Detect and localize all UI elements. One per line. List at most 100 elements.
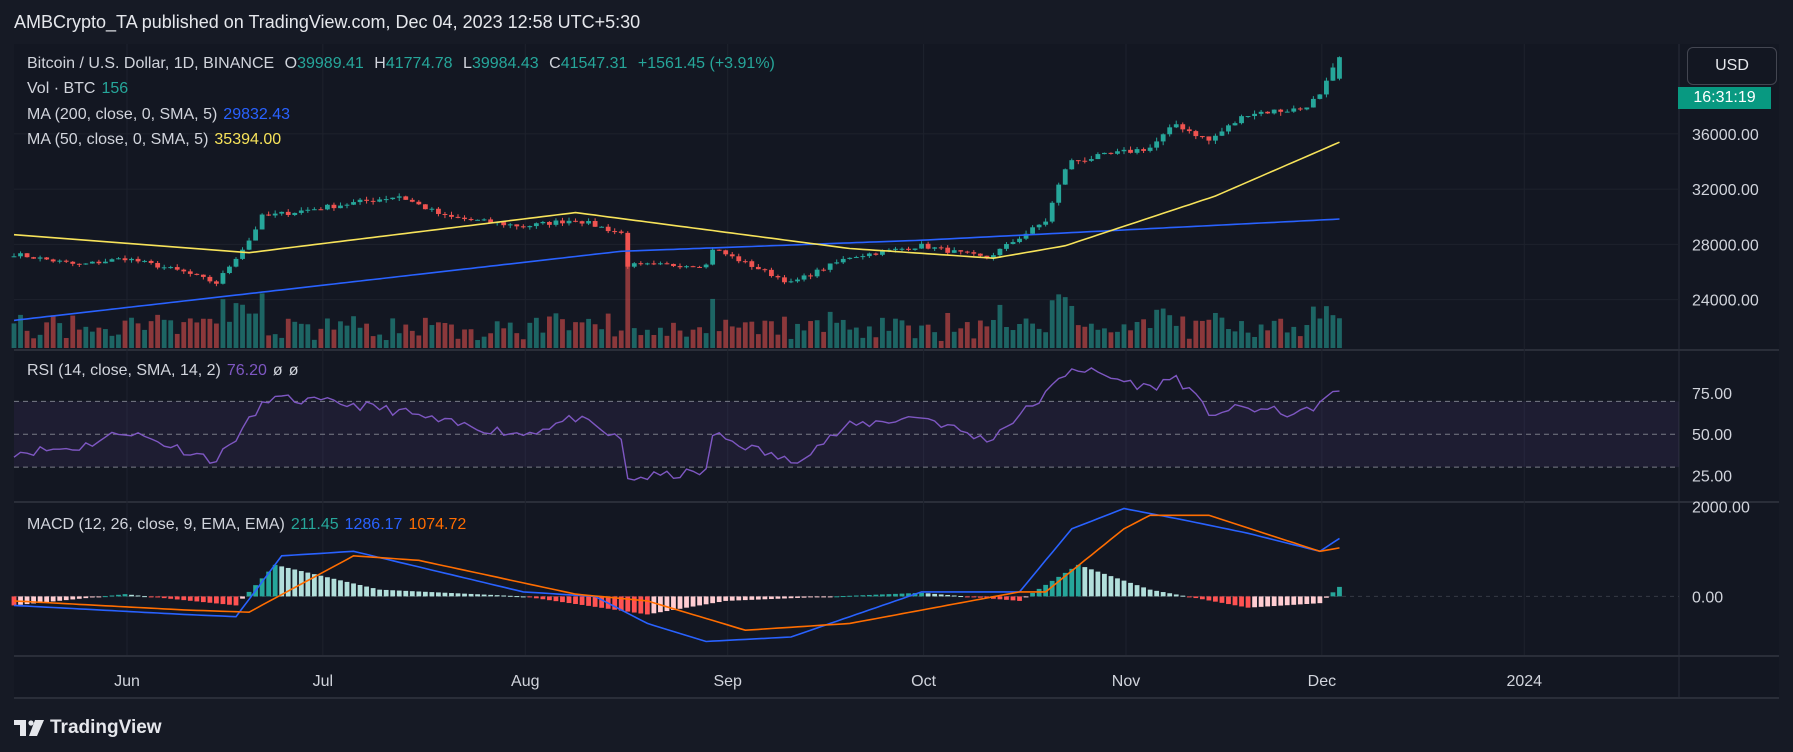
volume-bars	[11, 255, 1342, 348]
candle-body	[697, 266, 702, 268]
candle-body	[344, 204, 350, 206]
histogram-bar	[873, 594, 879, 597]
volume-bar	[958, 328, 964, 348]
tradingview-footer[interactable]: TradingView	[14, 716, 162, 740]
time-axis-label: 2024	[1506, 673, 1542, 690]
candle-body	[416, 201, 422, 205]
volume-bar	[814, 320, 820, 348]
volume-bar	[70, 315, 76, 348]
volume-bar	[207, 318, 213, 348]
volume-bar	[488, 333, 494, 348]
volume-bar	[886, 330, 892, 348]
change-value: +1561.45 (+3.91%)	[637, 55, 775, 72]
candle-body	[710, 249, 716, 265]
candle-body	[429, 208, 435, 210]
candle-body	[592, 221, 598, 227]
candle-body	[207, 276, 213, 282]
volume-bar	[37, 334, 43, 348]
bar-countdown-badge: 16:31:19	[1678, 87, 1771, 109]
histogram-bar	[481, 594, 487, 597]
histogram-bar	[318, 575, 324, 597]
histogram-bar	[651, 596, 657, 614]
volume-bar	[494, 321, 500, 348]
volume-bar	[429, 325, 435, 348]
histogram-bar	[749, 596, 755, 600]
volume-bar	[44, 322, 50, 348]
histogram-bar	[233, 596, 239, 606]
candle-body	[932, 247, 938, 249]
histogram-bar	[1062, 572, 1068, 597]
candle-body	[18, 253, 23, 257]
histogram-bar	[357, 584, 363, 597]
histogram-bar	[808, 596, 813, 598]
histogram-bar	[1180, 595, 1186, 597]
volume-bar	[853, 327, 859, 348]
volume-bar	[893, 318, 898, 348]
histogram-bar	[1284, 596, 1290, 606]
volume-bar	[357, 327, 363, 348]
candle-body	[625, 232, 631, 267]
symbol-name[interactable]: Bitcoin / U.S. Dollar, 1D, BINANCE	[27, 55, 275, 72]
candle-body	[1088, 159, 1094, 161]
candle-body	[853, 257, 859, 259]
volume-bar	[103, 329, 108, 348]
histogram-bar	[1115, 578, 1120, 597]
volume-bar	[1219, 317, 1225, 348]
ma50-legend[interactable]: MA (50, close, 0, SMA, 5) 35394.00	[27, 131, 287, 149]
candle-body	[1219, 131, 1225, 136]
volume-bar	[272, 334, 278, 348]
candle-body	[1167, 127, 1173, 135]
candle-body	[834, 262, 840, 264]
volume-legend[interactable]: Vol · BTC 156	[27, 80, 134, 98]
histogram-bar	[899, 593, 905, 597]
candle-body	[44, 257, 50, 260]
ma200-legend[interactable]: MA (200, close, 0, SMA, 5) 29832.43	[27, 106, 296, 124]
macd-line-value: 1286.17	[344, 516, 403, 533]
candle-body	[57, 260, 63, 262]
candle-body	[76, 263, 82, 265]
histogram-bar	[1049, 580, 1055, 597]
histogram-bar	[729, 596, 735, 601]
volume-bar	[808, 321, 813, 348]
volume-bar	[991, 319, 996, 348]
candle-body	[266, 214, 272, 216]
histogram-bar	[938, 594, 944, 597]
candle-body	[847, 257, 853, 259]
candle-body	[821, 269, 827, 271]
candle-body	[723, 250, 729, 255]
volume-bar	[1154, 309, 1160, 348]
candle-body	[553, 220, 559, 225]
histogram-bar	[775, 596, 781, 599]
volume-bar	[749, 321, 755, 348]
histogram-bar	[932, 593, 938, 597]
currency-button[interactable]: USD	[1687, 47, 1777, 85]
histogram-bar	[292, 569, 298, 597]
candle-body	[1147, 147, 1153, 151]
candle-body	[200, 274, 206, 277]
rsi-legend[interactable]: RSI (14, close, SMA, 14, 2) 76.20 ø ø	[27, 362, 304, 380]
rsi-label: RSI (14, close, SMA, 14, 2)	[27, 362, 221, 379]
volume-bar	[579, 322, 585, 348]
volume-bar	[174, 333, 180, 348]
volume-bar	[605, 313, 611, 348]
candle-body	[1232, 123, 1238, 126]
histogram-bar	[1075, 564, 1081, 597]
candle-body	[677, 266, 683, 268]
symbol-legend[interactable]: Bitcoin / U.S. Dollar, 1D, BINANCE O3998…	[27, 55, 781, 73]
price-tick-label: 32000.00	[1692, 182, 1759, 199]
volume-bar	[651, 334, 657, 348]
candle-body	[292, 212, 298, 215]
candle-body	[899, 248, 905, 250]
time-axis-label: Aug	[511, 673, 539, 690]
candle-body	[1199, 136, 1205, 138]
volume-bar	[769, 321, 774, 348]
candle-body	[1010, 242, 1016, 244]
candle-body	[370, 200, 376, 202]
candle-body	[1213, 135, 1218, 141]
volume-bar	[76, 329, 82, 348]
histogram-bar	[1310, 596, 1316, 604]
macd-legend[interactable]: MACD (12, 26, close, 9, EMA, EMA) 211.45 1…	[27, 516, 472, 534]
candle-body	[103, 261, 108, 264]
candle-body	[1278, 109, 1284, 112]
